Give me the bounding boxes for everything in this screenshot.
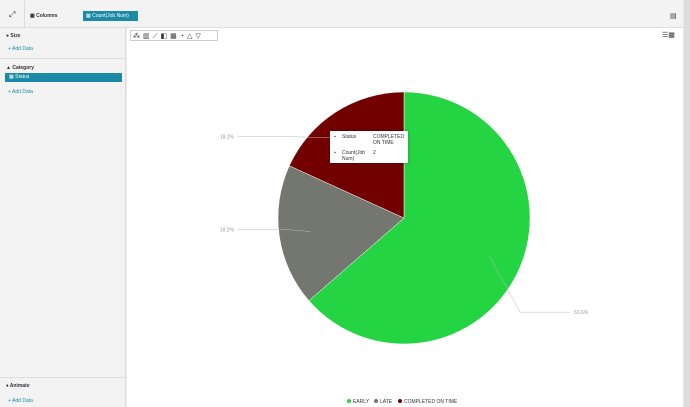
columns-label[interactable]: ▦ Columns	[30, 13, 58, 19]
animate-text: Animate	[9, 383, 30, 389]
legend-swatch	[374, 399, 378, 403]
legend-label: LATE	[380, 399, 393, 405]
add-text: Add Data	[12, 46, 33, 52]
chart-type-toolbar[interactable]: ⁂▥⟋◧▦◔△▽	[130, 30, 218, 41]
divider	[0, 58, 125, 59]
top-bar: ⤢ ▦ Columns ▦ Count(Job Num) ▤	[0, 0, 683, 28]
tooltip-value: COMPLETED ON TIME	[373, 134, 405, 146]
add-data[interactable]: + Add Data	[8, 46, 33, 52]
data-label: 18.2%	[220, 228, 235, 234]
view-icons[interactable]: ☰▦	[662, 32, 675, 39]
add-data[interactable]: + Add Data	[8, 398, 33, 404]
add-data[interactable]: + Add Data	[8, 89, 33, 95]
size-text: Size	[10, 33, 21, 39]
leader-line	[238, 229, 311, 232]
divider	[24, 0, 25, 27]
left-panel: ● Size + Add Data ▲ Category ▦ Status + …	[0, 28, 126, 407]
field-text: Status	[15, 74, 30, 80]
legend-label: EARLY	[353, 399, 370, 405]
leader-line	[489, 257, 570, 313]
legend-label: COMPLETED ON TIME	[404, 399, 458, 405]
measure-text: Count(Job Num)	[92, 13, 129, 19]
tooltip-label: Status	[342, 134, 357, 140]
size-title: ● Size	[6, 33, 21, 39]
data-label: 18.2%	[220, 135, 235, 141]
add-text: Add Data	[12, 398, 33, 404]
scrollbar	[684, 0, 690, 407]
pie-slice	[308, 91, 531, 345]
legend-swatch	[398, 399, 402, 403]
pie-slice	[277, 165, 405, 302]
animate-title: ♦ Animate	[6, 383, 30, 389]
expand-icon[interactable]: ⤢	[9, 10, 16, 19]
category-title: ▲ Category	[6, 65, 35, 71]
divider	[0, 377, 125, 378]
columns-text: Columns	[36, 13, 58, 19]
measure-chip[interactable]: ▦ Count(Job Num)	[83, 11, 138, 21]
tooltip-label: Count(Job Num)	[342, 150, 366, 162]
tooltip: ▪ Status COMPLETED ON TIME ▪ Count(Job N…	[330, 131, 408, 163]
legend-swatch	[347, 399, 351, 403]
tooltip-icon: ▪	[334, 134, 336, 140]
tooltip-value: 2	[373, 150, 376, 156]
add-text: Add Data	[12, 89, 33, 95]
category-text: Category	[12, 65, 35, 71]
tooltip-icon: ▪	[334, 150, 336, 156]
category-field[interactable]: ▦ Status	[5, 73, 122, 82]
settings-icon[interactable]: ▤	[670, 13, 677, 20]
data-label: 63.6%	[574, 310, 589, 316]
